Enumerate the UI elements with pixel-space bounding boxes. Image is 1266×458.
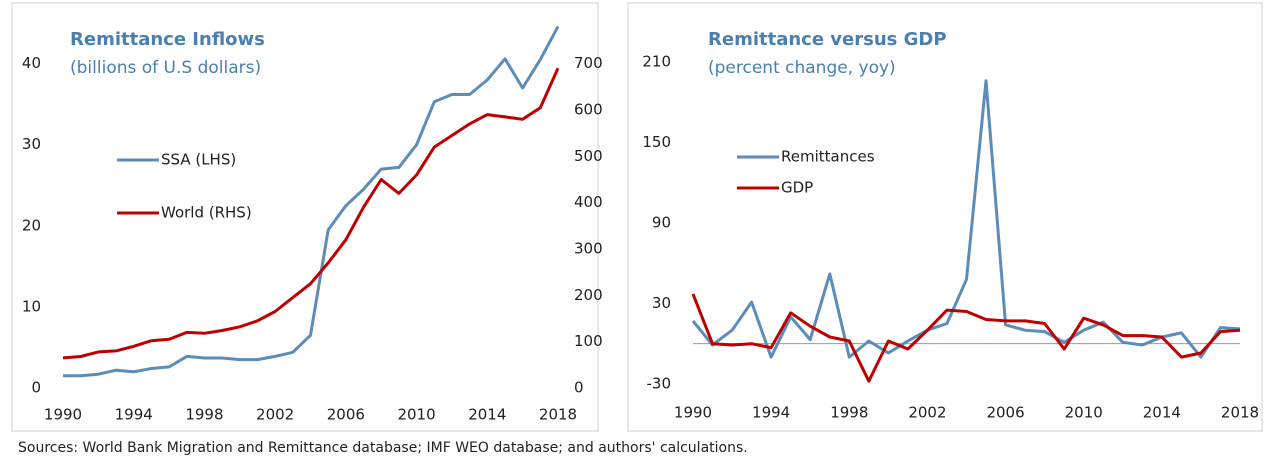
x-tick-label: 1998 <box>830 404 868 422</box>
series-line <box>62 67 560 360</box>
legend-label: SSA (LHS) <box>161 151 236 169</box>
y2-tick-label: 600 <box>574 100 603 118</box>
x-tick-label: 2014 <box>1143 404 1181 422</box>
y-tick-label: 90 <box>652 213 671 231</box>
x-tick-label: 2010 <box>1065 404 1103 422</box>
y-tick-label: 20 <box>22 216 41 234</box>
x-tick-label: 1990 <box>44 406 82 424</box>
x-tick-label: 2018 <box>539 406 577 424</box>
left-panel-frame <box>11 2 599 432</box>
x-tick-label: 1990 <box>674 404 712 422</box>
legend-label: World (RHS) <box>161 204 252 222</box>
x-tick-label: 2014 <box>468 406 506 424</box>
legend-label: GDP <box>781 179 813 197</box>
y2-tick-label: 100 <box>574 332 603 350</box>
x-tick-label: 2006 <box>327 406 365 424</box>
x-tick-label: 1994 <box>752 404 790 422</box>
x-tick-label: 2002 <box>908 404 946 422</box>
series-line <box>691 79 1241 359</box>
y-tick-label: 150 <box>642 133 671 151</box>
y-tick-label: -30 <box>647 374 672 392</box>
chart-subtitle: (percent change, yoy) <box>708 58 896 78</box>
source-note: Sources: World Bank Migration and Remitt… <box>18 440 748 456</box>
right-panel-frame <box>627 2 1263 432</box>
chart-subtitle: (billions of U.S dollars) <box>70 58 261 78</box>
y2-tick-label: 0 <box>574 379 584 397</box>
series-line <box>63 25 560 378</box>
y-tick-label: 10 <box>22 297 41 315</box>
y-tick-label: 40 <box>22 54 41 72</box>
x-tick-label: 2018 <box>1221 404 1259 422</box>
x-tick-label: 2006 <box>986 404 1024 422</box>
y2-tick-label: 400 <box>574 193 603 211</box>
x-tick-label: 1998 <box>185 406 223 424</box>
chart-title: Remittance Inflows <box>70 29 265 50</box>
chart-title: Remittance versus GDP <box>708 29 947 50</box>
series-line <box>691 293 1241 383</box>
y-tick-label: 30 <box>652 294 671 312</box>
x-tick-label: 2002 <box>256 406 294 424</box>
y2-tick-label: 300 <box>574 239 603 257</box>
x-tick-label: 2010 <box>397 406 435 424</box>
y-tick-label: 210 <box>642 52 671 70</box>
legend-label: Remittances <box>781 148 875 166</box>
y2-tick-label: 500 <box>574 147 603 165</box>
y2-tick-label: 700 <box>574 54 603 72</box>
y-tick-label: 0 <box>31 379 41 397</box>
y-tick-label: 30 <box>22 135 41 153</box>
x-tick-label: 1994 <box>115 406 153 424</box>
y2-tick-label: 200 <box>574 286 603 304</box>
